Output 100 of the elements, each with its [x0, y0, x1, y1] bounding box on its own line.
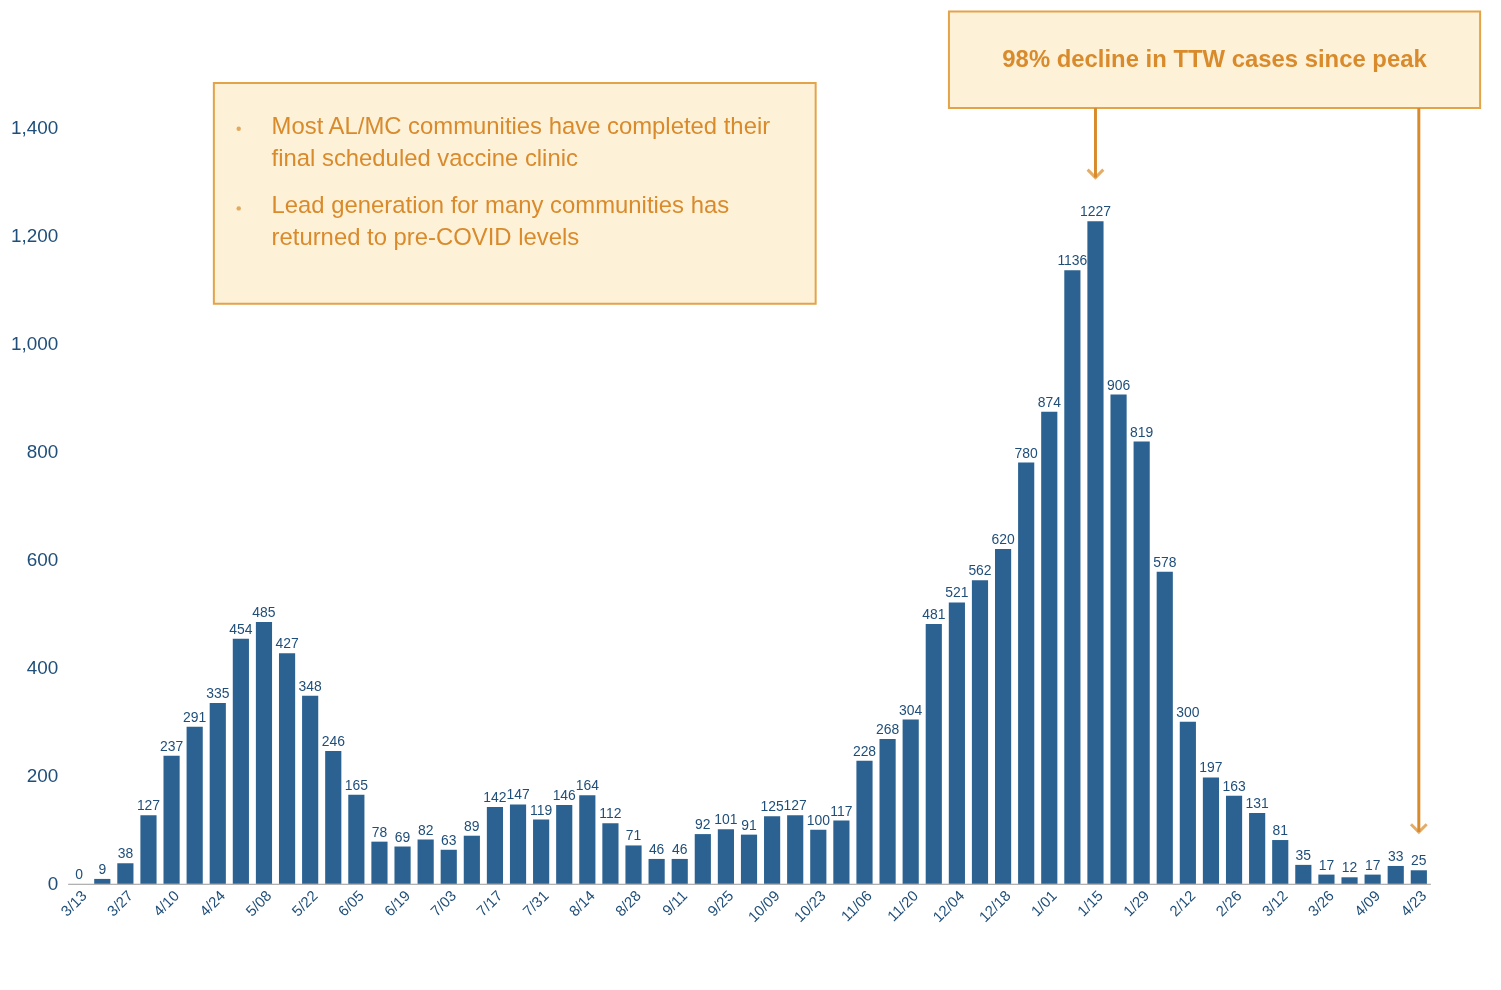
bar — [625, 845, 642, 884]
bar — [1318, 874, 1335, 884]
bar — [1110, 394, 1127, 884]
annotation: Lead generation for many communities has returned to pre-COVID levels — [271, 191, 730, 251]
bar — [1179, 721, 1196, 884]
data-label: 100 — [806, 811, 831, 828]
data-label: 71 — [625, 827, 642, 844]
data-label: 165 — [344, 776, 369, 793]
x-tick-label: 4/24 — [195, 886, 229, 920]
bar — [1364, 874, 1381, 884]
bar — [1202, 777, 1220, 884]
data-label: 521 — [945, 584, 969, 601]
bar — [1225, 795, 1243, 884]
annotation: Most AL/MC communities have completed their final scheduled vaccine clinic — [271, 111, 771, 171]
bar — [602, 823, 619, 884]
bar — [232, 638, 249, 884]
bar — [140, 815, 157, 884]
data-label: 101 — [714, 811, 738, 828]
bar — [925, 624, 942, 884]
bar — [417, 839, 434, 884]
data-label: 38 — [117, 845, 134, 862]
x-tick-label: 7/31 — [519, 886, 552, 920]
data-label: 147 — [506, 786, 530, 803]
data-label: 485 — [252, 603, 276, 620]
x-tick-label: 4/10 — [149, 886, 183, 920]
data-label: 33 — [1388, 847, 1404, 864]
bar — [1156, 571, 1173, 884]
bar — [856, 760, 873, 884]
bar — [694, 834, 711, 884]
bar — [1249, 813, 1266, 884]
x-tick-label: 3/12 — [1258, 886, 1291, 920]
bar — [579, 795, 596, 884]
bar — [1387, 865, 1404, 884]
data-label: 427 — [275, 635, 299, 652]
x-tick-label: 7/03 — [426, 886, 460, 920]
x-tick-label: 6/19 — [380, 886, 414, 920]
data-label: 119 — [530, 801, 553, 818]
x-tick-label: 9/11 — [658, 886, 691, 919]
y-tick-label: 200 — [26, 765, 59, 787]
bar — [440, 849, 457, 884]
data-label: 46 — [671, 840, 688, 857]
data-label: 35 — [1295, 846, 1312, 863]
bar — [879, 739, 896, 884]
data-label: 142 — [483, 789, 507, 806]
data-label: 578 — [1153, 553, 1177, 570]
bar — [302, 695, 319, 884]
data-label: 91 — [741, 816, 758, 833]
data-label: 291 — [183, 708, 207, 725]
data-label: 17 — [1318, 856, 1335, 873]
data-label: 89 — [464, 817, 480, 834]
data-label: 117 — [830, 802, 853, 819]
bar — [509, 804, 527, 884]
data-label: 46 — [648, 840, 665, 857]
data-label: 9 — [98, 860, 107, 877]
bar — [163, 755, 180, 884]
data-label: 63 — [441, 831, 457, 848]
x-tick-label: 3/13 — [57, 886, 90, 920]
bar — [994, 548, 1012, 884]
data-label: 304 — [899, 701, 923, 718]
bar — [1018, 462, 1035, 884]
text: 98% decline in TTW cases since peak — [1002, 45, 1428, 73]
data-label: 82 — [417, 821, 434, 838]
data-label: 228 — [852, 742, 877, 759]
data-label: 17 — [1364, 856, 1381, 873]
y-tick-label: 600 — [26, 549, 59, 571]
y-tick-label: 0 — [47, 873, 59, 895]
data-label: 146 — [552, 786, 577, 803]
bar — [833, 820, 850, 884]
data-label: 268 — [875, 721, 900, 738]
data-label: 92 — [695, 816, 711, 833]
data-label: 112 — [599, 805, 622, 822]
bar — [648, 858, 665, 884]
y-tick-label: 400 — [26, 657, 59, 679]
data-label: 131 — [1245, 795, 1270, 812]
bar — [1341, 877, 1358, 884]
bar — [740, 834, 758, 884]
bar — [278, 653, 296, 884]
data-label: 335 — [206, 684, 230, 701]
bar — [348, 794, 365, 884]
data-label: 25 — [1411, 852, 1427, 869]
bar — [371, 841, 388, 884]
bar — [556, 804, 573, 884]
data-label: 1136 — [1057, 252, 1088, 269]
y-tick-label: 800 — [26, 441, 59, 463]
bar — [1041, 411, 1058, 884]
bar — [533, 819, 550, 884]
x-tick-label: 5/08 — [241, 886, 275, 920]
data-label: 819 — [1130, 423, 1154, 440]
data-label: 300 — [1176, 703, 1200, 720]
data-label: 246 — [321, 732, 346, 749]
bar — [463, 835, 480, 884]
bar — [94, 878, 111, 884]
bar — [1410, 870, 1427, 884]
data-label: 620 — [991, 531, 1015, 548]
data-label: 0 — [75, 865, 84, 882]
y-tick-label: 1,200 — [10, 225, 59, 247]
bar — [1295, 864, 1312, 884]
bar — [486, 807, 504, 884]
x-tick-label: 5/22 — [288, 886, 321, 920]
bar — [717, 829, 734, 884]
